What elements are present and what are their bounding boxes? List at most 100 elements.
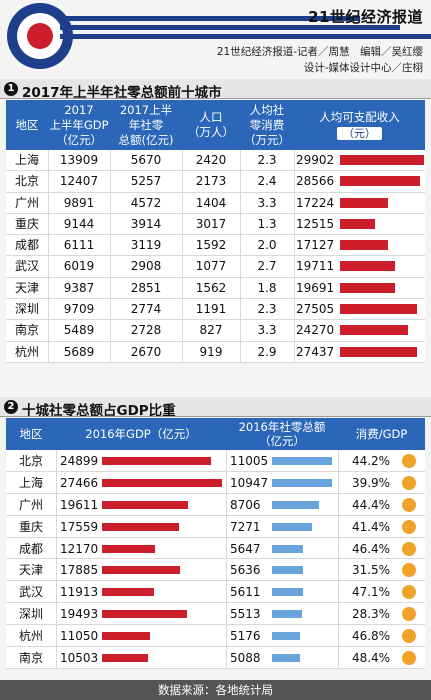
- column-divider: [240, 299, 241, 321]
- col-header-retail-2016: 2016年社零总额 （亿元）: [238, 420, 326, 448]
- income-bar: [340, 176, 420, 187]
- cell-income: 17127: [296, 238, 335, 253]
- table-row: 上海 13909 5670 2420 2.3 29902: [6, 150, 425, 172]
- column-divider: [48, 192, 49, 214]
- cell-income: 27437: [296, 344, 335, 359]
- retail-bar: [272, 566, 303, 575]
- table-row: 北京 12407 5257 2173 2.4 28566: [6, 171, 425, 193]
- column-divider: [110, 235, 111, 257]
- divider: [0, 98, 431, 99]
- cell-ratio: 44.4%: [351, 497, 391, 512]
- cell-ratio: 47.1%: [351, 585, 391, 600]
- ratio-dot-icon: [402, 454, 416, 468]
- column-divider: [240, 213, 241, 235]
- column-divider: [110, 150, 111, 171]
- cell-per-capita: 1.3: [257, 216, 277, 231]
- column-divider: [48, 320, 49, 342]
- column-divider: [110, 341, 111, 363]
- column-divider: [56, 450, 57, 472]
- income-bar: [340, 282, 395, 293]
- cell-income: 12515: [296, 216, 335, 231]
- column-divider: [294, 320, 295, 342]
- table-row: 杭州 5689 2670 919 2.9 27437: [6, 341, 425, 363]
- column-divider: [338, 647, 339, 670]
- section2-title-bar: 2 十城社零总额占GDP比重: [0, 397, 431, 419]
- section1-title-bar: 1 2017年上半年社零总额前十城市: [0, 79, 431, 101]
- retail-bar: [272, 610, 302, 619]
- cell-gdp: 5489: [63, 323, 95, 338]
- income-bar: [340, 155, 424, 165]
- cell-ratio: 46.4%: [351, 541, 391, 556]
- cell-gdp: 6019: [63, 259, 95, 274]
- cell-population: 2420: [195, 153, 227, 167]
- cell-gdp-2016: 17559: [60, 519, 99, 534]
- cell-income: 24270: [296, 323, 335, 338]
- cell-region: 上海: [18, 475, 43, 490]
- cell-gdp: 6111: [63, 238, 95, 253]
- column-divider: [182, 213, 183, 235]
- column-divider: [226, 647, 227, 670]
- ratio-dot-icon: [402, 607, 416, 622]
- cell-retail: 5257: [130, 174, 162, 189]
- column-divider: [182, 299, 183, 321]
- cell-per-capita: 1.8: [257, 280, 277, 295]
- cell-gdp-2016: 19493: [60, 607, 99, 622]
- cell-retail: 5670: [130, 153, 162, 167]
- cell-region: 武汉: [18, 585, 43, 600]
- cell-population: 919: [199, 344, 223, 359]
- column-divider: [226, 450, 227, 472]
- cell-gdp: 9891: [63, 195, 95, 210]
- cell-region: 成都: [14, 238, 39, 253]
- cell-region: 天津: [14, 280, 39, 295]
- column-divider: [226, 471, 227, 494]
- cell-gdp-2016: 27466: [60, 475, 99, 490]
- cell-retail-2016: 5176: [230, 629, 261, 644]
- column-divider: [56, 603, 57, 626]
- cell-gdp: 13909: [59, 153, 99, 167]
- table-row: 成都 6111 3119 1592 2.0 17127: [6, 235, 425, 257]
- table-top-ten-retail: 地区 2017 上半年GDP （亿元） 2017上半 年社零 总额(亿元) 人口 （万人）…: [6, 100, 425, 363]
- retail-bar: [272, 478, 332, 487]
- gdp-bar: [102, 610, 187, 619]
- column-divider: [56, 515, 57, 538]
- column-divider: [338, 581, 339, 604]
- income-bar: [340, 346, 417, 357]
- cell-retail: 2851: [130, 280, 162, 295]
- cell-income: 29902: [296, 153, 335, 167]
- column-divider: [182, 192, 183, 214]
- column-divider: [240, 320, 241, 342]
- column-divider: [48, 171, 49, 193]
- column-divider: [294, 171, 295, 193]
- table-row: 成都 12170 5647 46.4%: [6, 537, 425, 560]
- header-stripe: [60, 25, 400, 30]
- cell-population: 1404: [195, 195, 227, 210]
- column-divider: [240, 171, 241, 193]
- column-divider: [338, 493, 339, 516]
- col-header-retail: 2017上半 年社零 总额(亿元): [118, 102, 174, 147]
- cell-gdp-2016: 12170: [60, 541, 99, 556]
- section2-title: 十城社零总额占GDP比重: [22, 403, 176, 419]
- column-divider: [226, 581, 227, 604]
- column-divider: [240, 235, 241, 257]
- col-header-consumption-gdp-ratio: 消费/GDP: [355, 427, 408, 441]
- cell-retail: 2728: [130, 323, 162, 338]
- column-divider: [294, 341, 295, 363]
- table-row: 重庆 9144 3914 3017 1.3 12515: [6, 213, 425, 236]
- credit-designer: 设计-媒体设计中心／庄栩: [303, 62, 423, 74]
- gdp-bar: [102, 588, 154, 597]
- column-divider: [48, 277, 49, 299]
- cell-retail: 3914: [130, 216, 162, 231]
- cell-gdp-2016: 24899: [60, 454, 99, 468]
- column-divider: [56, 647, 57, 670]
- column-divider: [226, 537, 227, 560]
- gdp-bar: [102, 500, 188, 509]
- column-divider: [338, 559, 339, 582]
- column-divider: [110, 192, 111, 214]
- column-divider: [48, 299, 49, 321]
- col-header-disposable-income: 人均可支配收入 （元）: [319, 109, 400, 140]
- column-divider: [110, 299, 111, 321]
- cell-gdp-2016: 19611: [60, 497, 99, 512]
- column-divider: [226, 515, 227, 538]
- table-row: 武汉 6019 2908 1077 2.7 19711: [6, 256, 425, 278]
- cell-region: 南京: [14, 323, 39, 338]
